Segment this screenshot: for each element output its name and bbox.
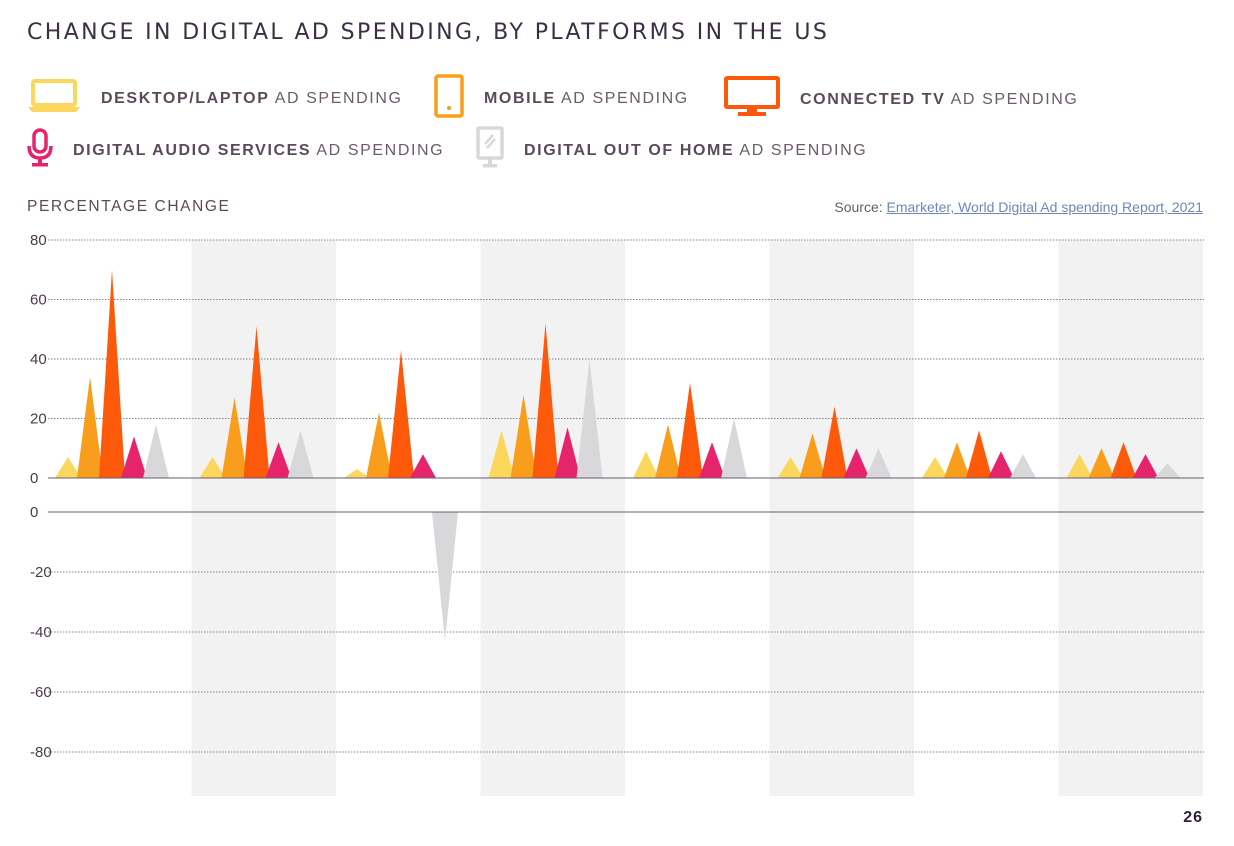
data-spike <box>532 323 559 478</box>
laptop-icon <box>27 78 81 119</box>
group-band <box>191 240 336 796</box>
data-spike <box>388 350 414 478</box>
microphone-icon <box>27 128 53 173</box>
data-spike <box>366 412 392 478</box>
y-tick-label: 0 <box>30 470 38 487</box>
data-spike <box>988 451 1014 478</box>
y-tick-label: -20 <box>30 564 52 581</box>
legend-item-connected-tv: CONNECTED TV AD SPENDING <box>724 76 1078 123</box>
legend-item-mobile: MOBILE AD SPENDING <box>434 74 689 123</box>
data-spike <box>1066 454 1093 478</box>
data-spike <box>77 376 103 478</box>
group-band <box>480 240 625 796</box>
legend-label-bold: MOBILE <box>484 89 556 107</box>
legend-item-digital-out-of-home: DIGITAL OUT OF HOME AD SPENDING <box>476 126 867 175</box>
data-spike <box>121 436 147 478</box>
data-spike <box>843 448 870 478</box>
mobile-icon <box>434 74 464 123</box>
data-spike <box>799 433 826 478</box>
data-spike <box>777 457 804 478</box>
data-spike <box>655 424 681 478</box>
data-spike <box>633 451 659 478</box>
data-spike <box>488 430 515 478</box>
data-spike <box>199 457 226 478</box>
data-spike <box>699 442 725 478</box>
data-spike <box>865 448 892 478</box>
data-spike <box>432 512 458 641</box>
group-band <box>1058 240 1203 796</box>
legend-label-rest: AD SPENDING <box>274 89 403 107</box>
data-spike <box>576 359 603 478</box>
y-tick-label: 0 <box>30 504 38 521</box>
billboard-icon <box>476 126 504 175</box>
source-prefix: Source: <box>834 199 883 215</box>
data-spike <box>55 457 81 478</box>
data-spike <box>1154 463 1181 478</box>
legend-label-rest: AD SPENDING <box>950 90 1079 108</box>
legend-label-bold: DIGITAL AUDIO SERVICES <box>73 141 312 159</box>
chart-title: CHANGE IN DIGITAL AD SPENDING, BY PLATFO… <box>27 20 830 45</box>
y-tick-label: -40 <box>30 624 52 641</box>
data-spike <box>1132 454 1159 478</box>
group-band <box>769 240 914 796</box>
data-spike <box>1010 454 1036 478</box>
legend-label-bold: DIGITAL OUT OF HOME <box>524 141 735 159</box>
data-spike <box>677 382 703 478</box>
legend-item-digital-audio: DIGITAL AUDIO SERVICES AD SPENDING <box>27 128 444 173</box>
source-link[interactable]: Emarketer, World Digital Ad spending Rep… <box>886 199 1203 215</box>
data-spike <box>1088 448 1115 478</box>
y-tick-label: -80 <box>30 744 52 761</box>
legend-label-rest: AD SPENDING <box>316 141 445 159</box>
tv-icon <box>724 76 780 123</box>
y-tick-label: 20 <box>30 411 47 428</box>
legend-label-rest: AD SPENDING <box>739 141 868 159</box>
data-spike <box>221 397 248 478</box>
data-spike <box>99 269 125 478</box>
data-spike <box>143 424 169 478</box>
data-spike <box>721 418 747 478</box>
legend-item-desktop: DESKTOP/LAPTOP AD SPENDING <box>27 78 403 119</box>
y-tick-label: 60 <box>30 292 47 309</box>
data-spike <box>1110 442 1137 478</box>
data-spike <box>510 394 537 478</box>
source-note: Source: Emarketer, World Digital Ad spen… <box>834 199 1203 215</box>
data-spike <box>265 442 292 478</box>
data-spike <box>344 469 370 478</box>
y-axis-label: PERCENTAGE CHANGE <box>27 198 231 215</box>
legend-label-rest: AD SPENDING <box>561 89 689 107</box>
y-tick-label: 80 <box>30 232 47 249</box>
page-number: 26 <box>1183 809 1203 826</box>
data-spike <box>966 430 992 478</box>
legend-label-bold: DESKTOP/LAPTOP <box>101 89 270 107</box>
y-tick-label: 40 <box>30 351 47 368</box>
data-spike <box>922 457 948 478</box>
data-spike <box>821 406 848 478</box>
data-spike <box>944 442 970 478</box>
data-spike <box>410 454 436 478</box>
data-spike <box>287 430 314 478</box>
data-spike <box>554 427 581 478</box>
data-spike <box>243 326 270 478</box>
legend-label-bold: CONNECTED TV <box>800 90 946 108</box>
y-tick-label: -60 <box>30 684 52 701</box>
